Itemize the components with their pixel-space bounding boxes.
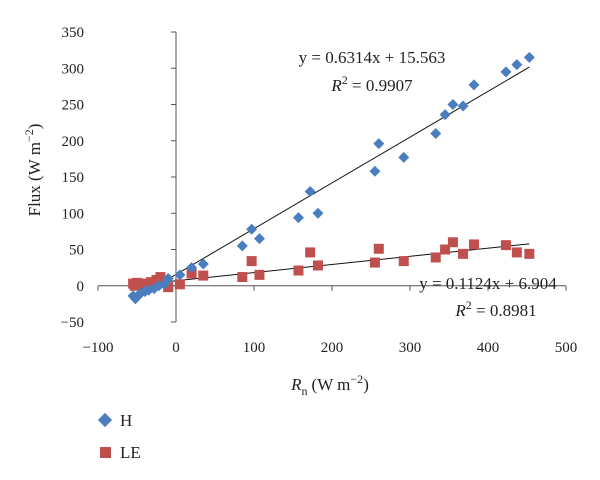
data-point-le — [155, 272, 166, 283]
y-tick-label: 50 — [69, 243, 84, 259]
x-ticks: −100 0 100 200 300 400 500 — [83, 285, 578, 356]
data-point-h — [457, 100, 469, 112]
data-point-h — [292, 212, 304, 224]
data-point-h — [253, 233, 265, 245]
data-point-h — [430, 128, 442, 139]
data-point-le — [373, 243, 384, 254]
data-point-le — [447, 237, 458, 248]
y-tick-label: 150 — [62, 170, 85, 186]
legend: H LE — [97, 411, 141, 462]
data-point-h — [162, 273, 174, 284]
data-point-h — [304, 186, 316, 197]
data-point-h — [447, 99, 459, 110]
legend-marker-h — [97, 412, 113, 428]
x-tick-label: 100 — [243, 340, 266, 356]
y-tick-label: 100 — [62, 206, 85, 222]
x-tick-label: 400 — [477, 340, 500, 356]
data-point-le — [398, 256, 409, 267]
data-point-le — [293, 265, 304, 276]
data-point-h — [174, 269, 186, 281]
data-point-le — [198, 270, 209, 281]
data-point-le — [312, 260, 323, 271]
legend-item-le: LE — [100, 443, 141, 462]
x-tick-label: 500 — [555, 340, 578, 356]
legend-label-le: LE — [120, 443, 141, 462]
data-point-h — [236, 240, 248, 252]
data-point-le — [430, 252, 441, 263]
y-tick-label: 200 — [62, 134, 85, 150]
data-point-h — [186, 262, 198, 274]
x-tick-label: 0 — [172, 340, 180, 356]
x-tick-label: 300 — [399, 340, 422, 356]
y-tick-label: 0 — [77, 279, 85, 295]
data-point-h — [369, 165, 381, 177]
x-tick-label: 200 — [321, 340, 344, 356]
data-point-le — [237, 272, 248, 283]
data-point-h — [398, 151, 410, 163]
y-tick-label: −50 — [61, 315, 84, 331]
data-points — [127, 51, 535, 305]
data-point-le — [500, 240, 511, 251]
legend-item-h: H — [97, 411, 132, 430]
data-point-h — [373, 138, 385, 150]
data-point-le — [254, 269, 265, 280]
h-r2: R2 = 0.9907 — [330, 73, 413, 95]
data-point-le — [163, 282, 174, 293]
h-equation: y = 0.6314x + 15.563 — [299, 48, 446, 67]
data-point-h — [511, 59, 523, 71]
data-point-le — [468, 239, 479, 250]
y-tick-label: 350 — [62, 25, 85, 41]
data-point-h — [246, 223, 258, 235]
le-equation: y = 0.1124x + 6.904 — [419, 274, 557, 293]
data-point-le — [305, 247, 316, 258]
data-point-le — [186, 268, 197, 279]
y-ticks: −50 0 50 100 150 200 250 300 350 — [61, 25, 176, 331]
data-point-h — [312, 207, 324, 219]
legend-label-h: H — [120, 411, 132, 430]
data-point-le — [246, 256, 257, 267]
le-r2: R2 = 0.8981 — [454, 298, 536, 320]
data-point-le — [440, 244, 451, 255]
data-point-h — [523, 51, 535, 63]
y-tick-label: 300 — [62, 61, 85, 77]
legend-marker-le — [100, 447, 111, 458]
x-axis-title: Rn (W m−2) — [290, 372, 369, 398]
data-point-le — [524, 248, 535, 259]
data-point-le — [174, 279, 185, 290]
data-point-le — [511, 247, 522, 258]
data-point-h — [439, 109, 451, 121]
x-tick-label: −100 — [83, 340, 114, 356]
y-tick-label: 250 — [62, 98, 85, 114]
y-axis-title: Flux (W m−2) — [22, 124, 44, 217]
data-point-h — [500, 66, 512, 78]
data-point-le — [458, 248, 469, 259]
data-point-h — [468, 79, 480, 91]
data-point-le — [369, 257, 380, 268]
data-point-h — [197, 258, 209, 270]
data-point-le — [146, 277, 157, 288]
